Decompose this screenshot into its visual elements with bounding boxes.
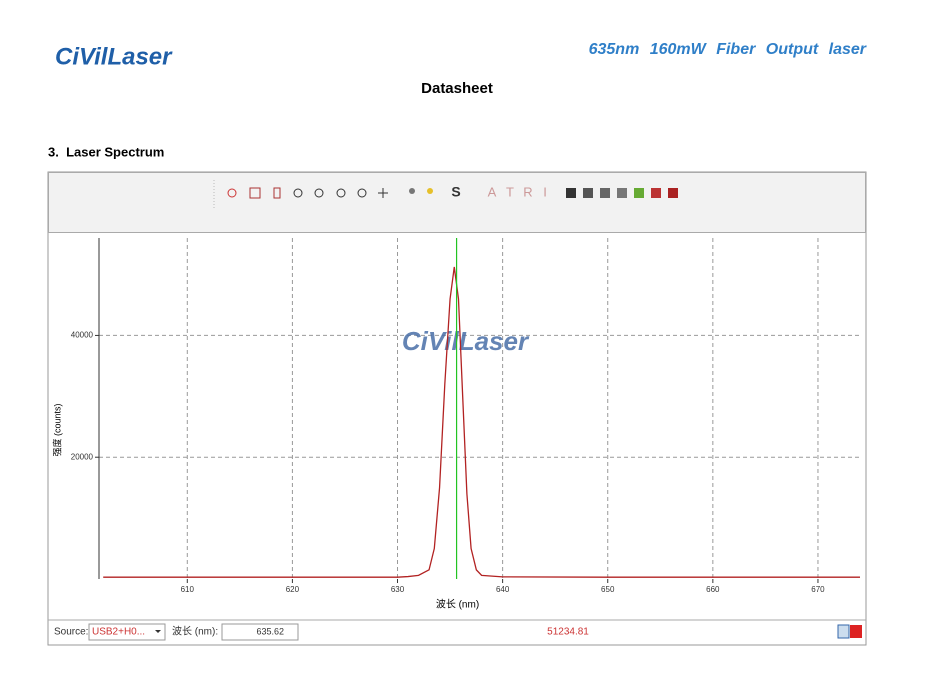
plot: 20000 40000 610 620 630 640 650 660 670 波长 (nm) 强度… — [51, 238, 860, 611]
dropdown-arrow — [155, 630, 161, 633]
toolbar-letter: T — [506, 184, 514, 199]
icon[interactable] — [668, 188, 678, 198]
icon[interactable] — [227, 188, 237, 198]
icon[interactable] — [409, 188, 415, 194]
toolbar-letter: R — [523, 184, 532, 199]
icon[interactable] — [634, 188, 644, 198]
toolbar-icons — [227, 187, 678, 199]
icon[interactable] — [566, 188, 576, 198]
x-tick-label: 630 — [391, 585, 405, 594]
x-tick-label: 620 — [286, 585, 300, 594]
x-tick-label: 660 — [706, 585, 720, 594]
logo: CiVilLaser — [55, 43, 173, 70]
icon[interactable] — [314, 188, 324, 198]
toolbar — [48, 172, 866, 233]
icon[interactable] — [273, 187, 281, 199]
icon[interactable] — [600, 188, 610, 198]
intensity-value: 51234.81 — [547, 627, 589, 638]
doc-type: Datasheet — [421, 80, 493, 97]
icon[interactable] — [293, 188, 303, 198]
x-axis-label: 波长 (nm) — [436, 598, 479, 611]
wavelength-label: 波长 (nm): — [172, 625, 218, 638]
y-axis-label: 强度 (counts) — [51, 403, 62, 456]
close-button[interactable] — [850, 625, 862, 638]
section-title: 3. Laser Spectrum — [48, 144, 164, 159]
toolbar-letter: I — [543, 184, 547, 199]
icon[interactable] — [378, 188, 388, 198]
product-title: 635nm 160mW Fiber Output laser — [589, 41, 867, 58]
x-tick-label: 670 — [811, 585, 825, 594]
icon[interactable] — [336, 188, 346, 198]
y-tick-label: 40000 — [71, 331, 94, 340]
y-tick-label: 20000 — [71, 452, 94, 461]
icon[interactable] — [583, 188, 593, 198]
source-label: Source: — [54, 627, 88, 638]
source-value: USB2+H0... — [92, 627, 145, 638]
toolbar-letter: A — [488, 184, 497, 199]
icon[interactable] — [617, 188, 627, 198]
icon[interactable] — [427, 188, 433, 194]
icon[interactable] — [249, 187, 261, 199]
wavelength-value: 635.62 — [256, 626, 284, 636]
spectrum-line — [103, 266, 860, 578]
watermark: CiVilLaser — [402, 326, 530, 356]
source-select[interactable] — [88, 623, 166, 641]
icon[interactable] — [651, 188, 661, 198]
wavelength-input[interactable] — [221, 623, 299, 641]
toolbar-letter: S — [451, 184, 460, 200]
x-tick-label: 640 — [496, 585, 510, 594]
x-tick-label: 610 — [181, 585, 195, 594]
peak-button[interactable] — [837, 624, 850, 639]
x-tick-label: 650 — [601, 585, 615, 594]
icon[interactable] — [357, 188, 367, 198]
